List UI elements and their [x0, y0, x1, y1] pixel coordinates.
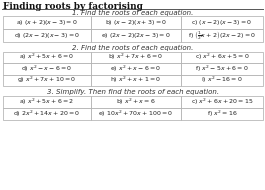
Bar	[181, 108, 263, 120]
Bar	[3, 16, 91, 29]
Text: b) $x^2 + 7x + 6 = 0$: b) $x^2 + 7x + 6 = 0$	[108, 52, 164, 62]
Bar	[3, 29, 91, 42]
Text: d) $x^2 - x - 6 = 0$: d) $x^2 - x - 6 = 0$	[21, 64, 73, 74]
Text: c) $x^2 + 6x + 20 = 15$: c) $x^2 + 6x + 20 = 15$	[191, 96, 253, 107]
Text: c) $x^2 + 6x + 5 = 0$: c) $x^2 + 6x + 5 = 0$	[195, 52, 249, 62]
Bar	[91, 63, 181, 74]
Bar	[181, 16, 263, 29]
Text: a) $x^2 + 5x + 6 = 2$: a) $x^2 + 5x + 6 = 2$	[19, 96, 75, 107]
Bar	[181, 29, 263, 42]
Bar	[181, 51, 263, 63]
Bar	[181, 96, 263, 108]
Bar	[91, 108, 181, 120]
Text: g) $x^2 + 7x + 10 = 0$: g) $x^2 + 7x + 10 = 0$	[17, 75, 77, 85]
Bar	[91, 51, 181, 63]
Bar	[91, 74, 181, 86]
Text: e) $10x^2 + 70x + 100 = 0$: e) $10x^2 + 70x + 100 = 0$	[98, 108, 174, 119]
Text: h) $x^2 + x + 1 = 0$: h) $x^2 + x + 1 = 0$	[110, 75, 162, 85]
Bar	[181, 63, 263, 74]
Text: a) $x^2 + 5x + 6 = 0$: a) $x^2 + 5x + 6 = 0$	[19, 52, 75, 62]
Text: i) $x^2 - 16 = 0$: i) $x^2 - 16 = 0$	[201, 75, 243, 85]
Text: f) $x^2 - 5x + 6 = 0$: f) $x^2 - 5x + 6 = 0$	[195, 64, 249, 74]
Text: c) $(x - 2)(x - 3) = 0$: c) $(x - 2)(x - 3) = 0$	[191, 18, 253, 27]
Bar	[3, 51, 91, 63]
Text: a) $(x + 2)(x - 3) = 0$: a) $(x + 2)(x - 3) = 0$	[16, 18, 78, 27]
Text: b) $(x - 2)(x + 3) = 0$: b) $(x - 2)(x + 3) = 0$	[105, 18, 167, 27]
Text: f) $x^2 = 16$: f) $x^2 = 16$	[207, 108, 237, 119]
Text: d) $2x^2 + 14x + 20 = 0$: d) $2x^2 + 14x + 20 = 0$	[13, 108, 81, 119]
Bar	[91, 29, 181, 42]
Text: d) $(2x - 2)(x - 3) = 0$: d) $(2x - 2)(x - 3) = 0$	[14, 31, 80, 40]
Bar	[3, 74, 91, 86]
Text: f) $\left(\frac{1}{2}x + 2\right)(2x - 2) = 0$: f) $\left(\frac{1}{2}x + 2\right)(2x - 2…	[188, 29, 256, 41]
Bar	[3, 108, 91, 120]
Text: e) $(2x - 2)(2x - 3) = 0$: e) $(2x - 2)(2x - 3) = 0$	[101, 31, 171, 40]
Bar	[3, 96, 91, 108]
Text: e) $x^2 + x - 6 = 0$: e) $x^2 + x - 6 = 0$	[110, 64, 162, 74]
Bar	[91, 16, 181, 29]
Text: 1. Find the roots of each equation.: 1. Find the roots of each equation.	[72, 10, 194, 16]
Text: b) $x^2 + x = 6$: b) $x^2 + x = 6$	[116, 96, 156, 107]
Bar	[91, 96, 181, 108]
Text: Finding roots by factorising: Finding roots by factorising	[3, 2, 143, 11]
Bar	[181, 74, 263, 86]
Text: 3. Simplify. Then find the roots of each equation.: 3. Simplify. Then find the roots of each…	[47, 89, 219, 95]
Text: 2. Find the roots of each equation.: 2. Find the roots of each equation.	[72, 45, 194, 51]
Bar	[3, 63, 91, 74]
